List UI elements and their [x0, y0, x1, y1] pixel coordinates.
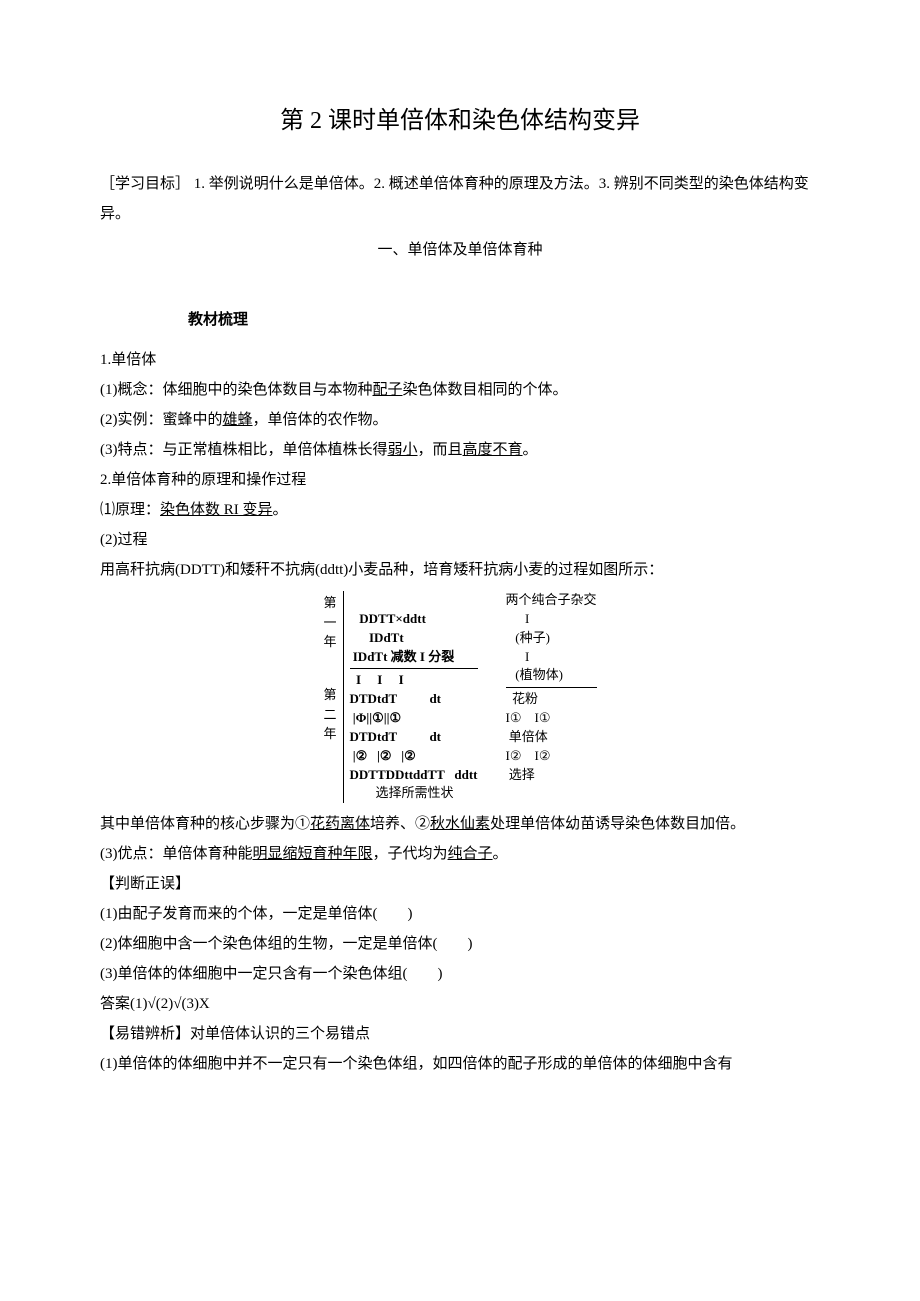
para-16: 【易错辨析】对单倍体认识的三个易错点 — [100, 1019, 820, 1049]
year2-char3: 年 — [323, 724, 336, 744]
diagram-row: 选择 — [506, 766, 597, 785]
text: 其中单倍体育种的核心步骤为① — [100, 816, 310, 832]
blank-underline: 染色体数 RI 变异 — [160, 502, 273, 518]
diagram-row: IDdTt — [350, 629, 478, 648]
blank-underline: 配子 — [373, 382, 403, 398]
year2-char2: 二 — [323, 705, 336, 725]
text: 培养、② — [370, 816, 430, 832]
para-4: (3)特点：与正常植株相比，单倍体植株长得弱小，而且高度不育。 — [100, 435, 820, 465]
para-10: (3)优点：单倍体育种能明显缩短育种年限，子代均为纯合子。 — [100, 839, 820, 869]
diagram-row: DDTT×ddtt — [350, 610, 478, 629]
diagram-row: 单倍体 — [506, 728, 597, 747]
para-17: (1)单倍体的体细胞中并不一定只有一个染色体组，如四倍体的配子形成的单倍体的体细… — [100, 1049, 820, 1079]
text: ⑴原理： — [100, 502, 160, 518]
diagram-row: 花粉 — [506, 690, 597, 709]
para-7: (2)过程 — [100, 525, 820, 555]
text: (2)实例：蜜蜂中的 — [100, 412, 223, 428]
para-15: 答案(1)√(2)√(3)X — [100, 989, 820, 1019]
diagram-divider — [350, 668, 478, 669]
diagram-row: I I I — [350, 671, 478, 690]
text: 。 — [523, 442, 538, 458]
para-8: 用高秆抗病(DDTT)和矮秆不抗病(ddtt)小麦品种，培育矮秆抗病小麦的过程如… — [100, 555, 820, 585]
text: ，子代均为 — [373, 846, 448, 862]
para-9: 其中单倍体育种的核心步骤为①花药离体培养、②秋水仙素处理单倍体幼苗诱导染色体数目… — [100, 809, 820, 839]
diagram-row: 两个纯合子杂交 — [506, 591, 597, 610]
blank-underline: 秋水仙素 — [430, 816, 490, 832]
para-12: (1)由配子发育而来的个体，一定是单倍体( ) — [100, 899, 820, 929]
para-1: 1.单倍体 — [100, 345, 820, 375]
diagram-row: 选择所需性状 — [350, 784, 478, 803]
text: ，单倍体的农作物。 — [253, 412, 388, 428]
blank-underline: 花药离体 — [310, 816, 370, 832]
text: (3)特点：与正常植株相比，单倍体植株长得 — [100, 442, 388, 458]
para-6: ⑴原理：染色体数 RI 变异。 — [100, 495, 820, 525]
diagram-row: (种子) — [506, 629, 597, 648]
diagram-row: I — [506, 648, 597, 667]
diagram-right: 两个纯合子杂交 I (种子) I (植物体) 花粉 I① I① 单倍体 I② I… — [506, 591, 597, 803]
text: (3)优点：单倍体育种能 — [100, 846, 253, 862]
diagram-row: |Φ||①||① — [350, 709, 478, 728]
text: 。 — [493, 846, 508, 862]
year1-char1: 第 — [323, 593, 336, 613]
para-3: (2)实例：蜜蜂中的雄蜂，单倍体的农作物。 — [100, 405, 820, 435]
blank-underline: 高度不育 — [463, 442, 523, 458]
year1-char2: 一 — [323, 613, 336, 633]
year-labels: 第 一 年 第 二 年 — [323, 591, 343, 803]
diagram-row: DDTTDDttddTT ddtt — [350, 766, 478, 785]
year1-char3: 年 — [323, 632, 336, 652]
blank-underline: 弱小 — [388, 442, 418, 458]
para-5: 2.单倍体育种的原理和操作过程 — [100, 465, 820, 495]
section-a-heading: 一、单倍体及单倍体育种 — [100, 235, 820, 265]
diagram-row: I② I② — [506, 747, 597, 766]
diagram-divider — [506, 687, 597, 688]
para-11: 【判断正误】 — [100, 869, 820, 899]
document-page: 第 2 课时单倍体和染色体结构变异 ［学习目标］ 1. 举例说明什么是单倍体。2… — [0, 0, 920, 1301]
diagram-row: (植物体) — [506, 666, 597, 685]
learning-objectives: ［学习目标］ 1. 举例说明什么是单倍体。2. 概述单倍体育种的原理及方法。3.… — [100, 169, 820, 229]
para-13: (2)体细胞中含一个染色体组的生物，一定是单倍体( ) — [100, 929, 820, 959]
text: (1)概念：体细胞中的染色体数目与本物种 — [100, 382, 373, 398]
page-title: 第 2 课时单倍体和染色体结构变异 — [100, 100, 820, 135]
sub-heading-textbook: 教材梳理 — [100, 305, 820, 335]
diagram-row: DTDtdT dt — [350, 728, 478, 747]
blank-underline: 明显缩短育种年限 — [253, 846, 373, 862]
text: 。 — [273, 502, 288, 518]
para-2: (1)概念：体细胞中的染色体数目与本物种配子染色体数目相同的个体。 — [100, 375, 820, 405]
para-14: (3)单倍体的体细胞中一定只含有一个染色体组( ) — [100, 959, 820, 989]
breeding-diagram: 第 一 年 第 二 年 DDTT×ddtt IDdTt IDdTt 减数 I — [100, 591, 820, 803]
text: 处理单倍体幼苗诱导染色体数目加倍。 — [490, 816, 745, 832]
diagram-left: DDTT×ddtt IDdTt IDdTt 减数 I 分裂 I I I DTDt… — [350, 591, 478, 803]
blank-underline: 纯合子 — [448, 846, 493, 862]
text: ，而且 — [418, 442, 463, 458]
diagram-row: I① I① — [506, 709, 597, 728]
diagram-row: DTDtdT dt — [350, 690, 478, 709]
diagram-row: I — [506, 610, 597, 629]
text: 染色体数目相同的个体。 — [403, 382, 568, 398]
year2-char1: 第 — [323, 685, 336, 705]
blank-underline: 雄蜂 — [223, 412, 253, 428]
diagram-row — [350, 591, 478, 610]
diagram-row: |② |② |② — [350, 747, 478, 766]
diagram-row: IDdTt 减数 I 分裂 — [350, 648, 478, 667]
